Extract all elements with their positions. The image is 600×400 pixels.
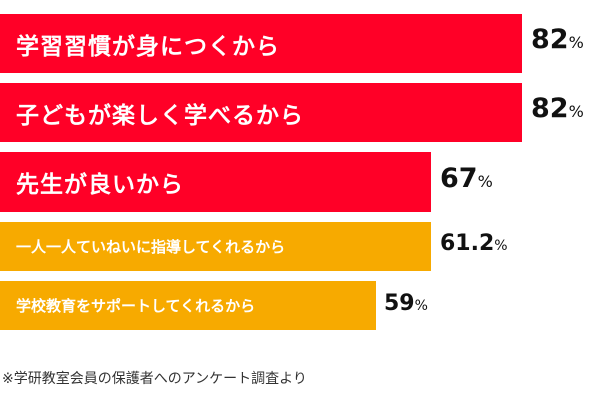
bar-label: 学習習慣が身につくから bbox=[16, 33, 280, 60]
bar-3: 先生が良いから bbox=[0, 152, 431, 212]
bar-label: 子どもが楽しく学べるから bbox=[16, 102, 304, 129]
bar-value: 59% bbox=[384, 291, 428, 316]
bar-5: 学校教育をサポートしてくれるから bbox=[0, 281, 376, 330]
bar-label: 一人一人ていねいに指導してくれるから bbox=[16, 238, 286, 256]
bar-label: 先生が良いから bbox=[16, 172, 184, 198]
bar-value: 61.2% bbox=[440, 231, 508, 256]
bar-1: 学習習慣が身につくから bbox=[0, 14, 522, 73]
bar-value: 67% bbox=[440, 163, 493, 194]
bar-value: 82% bbox=[531, 24, 584, 55]
bar-2: 子どもが楽しく学べるから bbox=[0, 83, 522, 142]
footnote: ※学研教室会員の保護者へのアンケート調査より bbox=[2, 371, 307, 387]
bar-label: 学校教育をサポートしてくれるから bbox=[16, 297, 256, 315]
bar-value: 82% bbox=[531, 93, 584, 124]
bar-4: 一人一人ていねいに指導してくれるから bbox=[0, 222, 431, 271]
